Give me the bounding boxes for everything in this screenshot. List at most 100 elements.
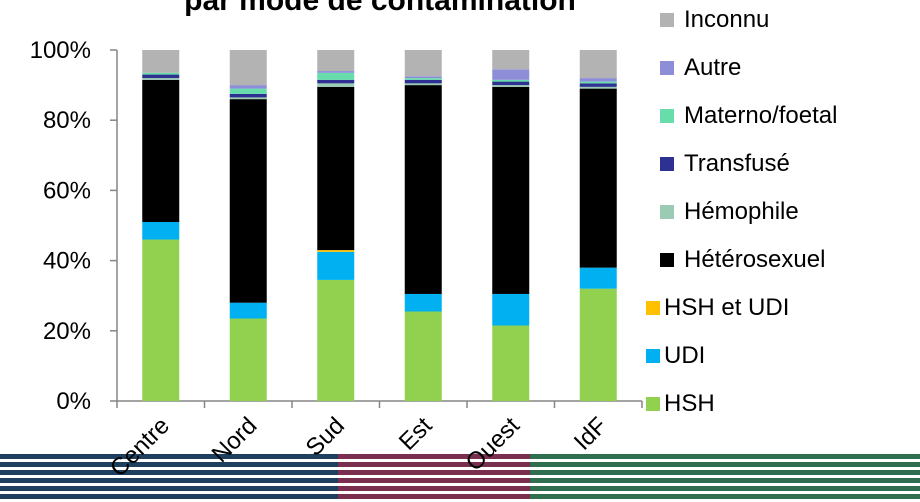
legend-swatch: [660, 157, 674, 171]
footer-stripe: [338, 478, 530, 483]
legend-item: Hémophile: [660, 197, 799, 227]
bar-segment: [492, 85, 530, 87]
footer-stripe: [0, 494, 338, 499]
legend-swatch: [660, 253, 674, 267]
legend-swatch: [646, 397, 660, 411]
bar-segment: [579, 267, 617, 289]
footer-stripe: [530, 486, 920, 491]
bar-segment: [404, 76, 442, 79]
legend-label: HSH et UDI: [664, 294, 790, 321]
bar-segment: [404, 85, 442, 294]
y-tick-label: 40%: [43, 248, 91, 275]
bar-segment: [317, 50, 355, 72]
bar-segment: [317, 71, 355, 73]
footer-stripe: [0, 454, 338, 459]
footer-stripe: [338, 486, 530, 491]
legend-label: Hémophile: [684, 198, 799, 225]
bar-segment: [142, 239, 180, 401]
footer-stripe: [0, 486, 338, 491]
y-tick-label: 60%: [43, 177, 91, 204]
footer-stripe: [530, 454, 920, 459]
legend-item: Materno/foetal: [660, 101, 837, 131]
bar-segment: [142, 79, 180, 222]
x-category-label: IdF: [569, 412, 613, 456]
legend-item: HSH: [646, 389, 715, 419]
bar-segment: [492, 81, 530, 86]
legend-label: Materno/foetal: [684, 102, 838, 129]
footer-stripe: [0, 478, 338, 483]
legend-swatch: [646, 301, 660, 315]
footer-stripe: [530, 478, 920, 483]
bar-segment: [492, 325, 530, 401]
legend-swatch: [646, 349, 660, 363]
bar-segment: [404, 311, 442, 401]
chart-title: par mode de contamination: [184, 0, 576, 17]
bar-segment: [317, 250, 355, 252]
footer-stripe: [0, 470, 338, 475]
bar-segment: [404, 293, 442, 312]
bar-segment: [229, 85, 267, 89]
y-tick-label: 80%: [43, 107, 91, 134]
legend-swatch: [660, 13, 674, 27]
bar-segment: [142, 78, 180, 80]
footer-stripe: [338, 462, 530, 467]
bar-segment: [229, 302, 267, 319]
legend-label: HSH: [664, 390, 715, 417]
legend-item: Hétérosexuel: [660, 245, 825, 275]
bar-segment: [142, 74, 180, 79]
bar-segment: [579, 83, 617, 87]
bar-segment: [142, 72, 180, 75]
y-tick-label: 0%: [56, 388, 91, 415]
legend-swatch: [660, 109, 674, 123]
bar-segment: [404, 50, 442, 77]
bar-segment: [492, 79, 530, 82]
bar-segment: [229, 88, 267, 94]
bar-segment: [579, 78, 617, 82]
bar-segment: [492, 86, 530, 294]
footer-stripe: [0, 462, 338, 467]
bar-segment: [142, 221, 180, 240]
footer-stripe: [338, 470, 530, 475]
bar-segment: [579, 50, 617, 79]
bar-segment: [317, 86, 355, 251]
bar-segment: [492, 293, 530, 326]
legend-swatch: [660, 61, 674, 75]
y-tick-label: 100%: [30, 37, 91, 64]
legend-swatch: [660, 205, 674, 219]
bar-segment: [579, 288, 617, 401]
bar-segment: [229, 50, 267, 86]
bar-segment: [229, 97, 267, 100]
footer-stripe: [530, 462, 920, 467]
bar-segment: [317, 83, 355, 87]
legend-label: Transfusé: [684, 150, 790, 177]
legend-item: HSH et UDI: [646, 293, 789, 323]
bar-segment: [492, 69, 530, 80]
bar-segment: [404, 78, 442, 80]
footer-stripe: [530, 494, 920, 499]
bar-segment: [579, 81, 617, 84]
legend-item: Transfusé: [660, 149, 790, 179]
bar-segment: [142, 50, 180, 73]
y-tick-label: 20%: [43, 318, 91, 345]
bar-segment: [492, 50, 530, 70]
bar-segment: [317, 251, 355, 280]
legend-label: Inconnu: [684, 6, 770, 33]
legend-label: Hétérosexuel: [684, 246, 826, 273]
bar-segment: [317, 79, 355, 84]
legend-item: Autre: [660, 53, 741, 83]
x-category-label: Est: [394, 412, 438, 456]
bar-segment: [229, 93, 267, 98]
legend-label: Autre: [684, 54, 742, 81]
bar-segment: [404, 79, 442, 84]
bar-segment: [317, 279, 355, 401]
bar-segment: [229, 99, 267, 303]
footer-stripe: [338, 494, 530, 499]
legend-item: Inconnu: [660, 5, 769, 35]
footer-stripe: [338, 454, 530, 459]
bar-segment: [229, 318, 267, 401]
legend-item: UDI: [646, 341, 705, 371]
bar-segment: [579, 88, 617, 268]
bar-segment: [579, 86, 617, 89]
bar-segment: [404, 83, 442, 86]
